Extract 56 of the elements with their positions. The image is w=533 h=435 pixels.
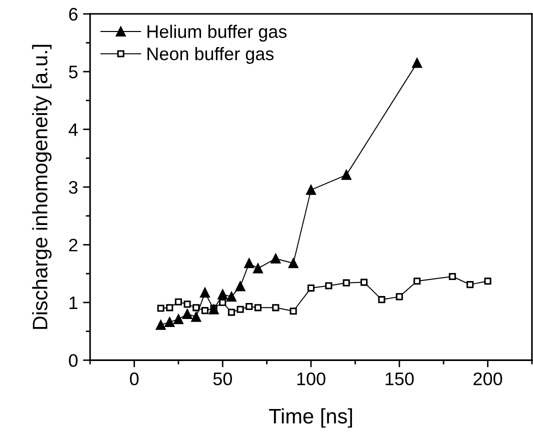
y-tick-label: 0 [68, 354, 78, 367]
point [288, 258, 298, 268]
x-axis-title: Time [ns] [269, 408, 352, 428]
point [192, 304, 200, 312]
point [182, 309, 192, 319]
point [174, 298, 182, 306]
point [174, 314, 184, 324]
x-tick-label: 100 [297, 372, 326, 386]
point [272, 304, 280, 312]
y-tick-label: 6 [69, 8, 78, 21]
point [412, 58, 422, 68]
point [244, 258, 254, 268]
point [414, 278, 421, 285]
point [157, 304, 164, 312]
point [341, 170, 352, 180]
point [448, 272, 456, 280]
point [219, 298, 226, 306]
x-tick-label: 50 [213, 372, 232, 386]
point [246, 302, 253, 310]
point [226, 292, 236, 302]
y-tick-label: 5 [68, 66, 78, 78]
point [466, 281, 474, 288]
point [218, 289, 228, 300]
point [306, 185, 316, 195]
point [307, 284, 315, 292]
x-tick-label: 0 [130, 372, 139, 386]
y-tick-label: 3 [68, 180, 78, 194]
x-tick-label: 150 [386, 372, 414, 386]
point [184, 300, 191, 308]
point [201, 307, 208, 314]
point [360, 278, 368, 286]
point [254, 304, 262, 312]
point [270, 254, 281, 264]
point [166, 304, 174, 312]
point [191, 312, 202, 322]
y-tick-label: 2 [69, 238, 78, 252]
point [325, 282, 332, 290]
point [164, 317, 175, 328]
point [236, 306, 244, 313]
point [208, 304, 219, 314]
point [235, 281, 246, 292]
point [290, 308, 297, 315]
legend-label: Neon buffer gas [148, 47, 274, 64]
point [200, 288, 210, 298]
point [156, 320, 166, 330]
y-tick-label: 1 [70, 296, 78, 310]
y-axis-title: Discharge inhomogeneity [a.u.] [32, 44, 52, 329]
x-tick-label: 200 [474, 372, 502, 386]
point [378, 296, 386, 304]
point [228, 308, 236, 316]
point [484, 278, 492, 285]
point [342, 279, 350, 286]
y-tick-label: 4 [68, 123, 78, 136]
point [396, 293, 403, 300]
point [253, 263, 263, 274]
legend-label: Helium buffer gas [148, 24, 287, 42]
